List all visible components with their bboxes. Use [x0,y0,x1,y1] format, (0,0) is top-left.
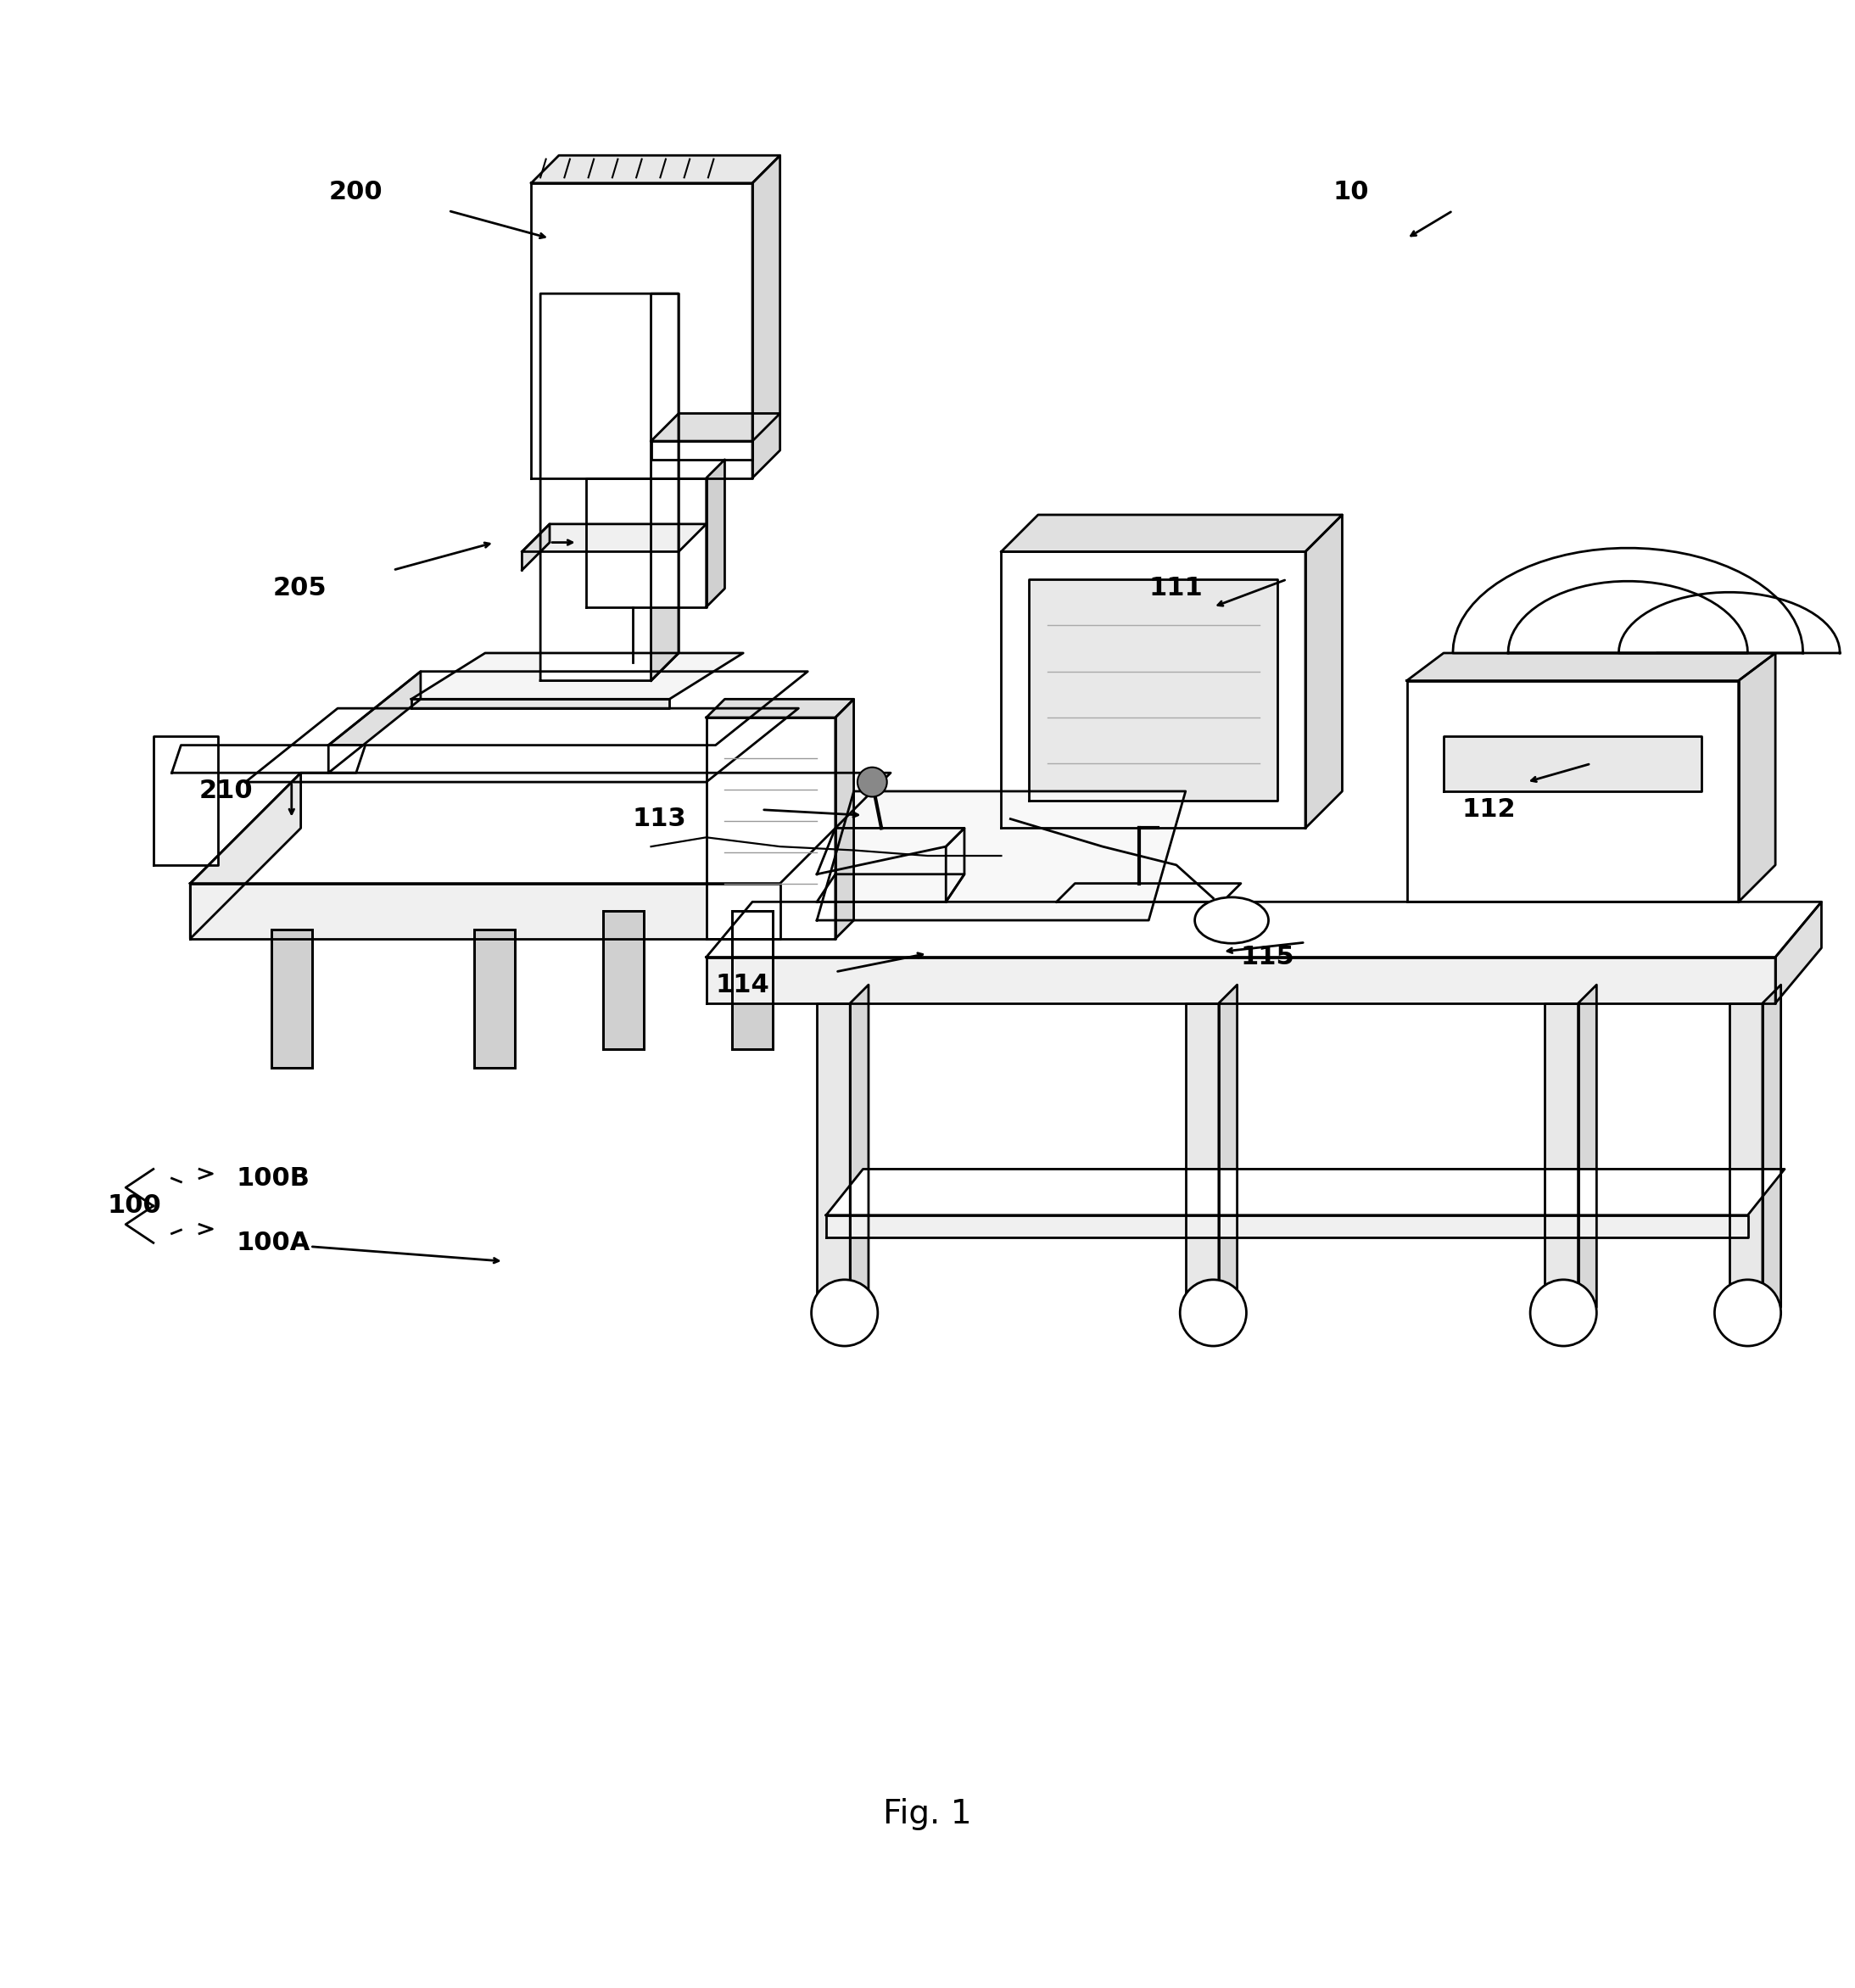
Polygon shape [1738,652,1775,903]
Polygon shape [531,183,753,477]
Polygon shape [753,155,781,477]
Polygon shape [816,875,965,903]
Text: 114: 114 [716,972,770,998]
Polygon shape [191,773,890,883]
Polygon shape [173,746,365,773]
Polygon shape [1406,680,1738,903]
Polygon shape [816,829,965,875]
Polygon shape [707,700,853,718]
Text: 100: 100 [108,1193,161,1219]
Circle shape [811,1280,877,1346]
Polygon shape [850,984,868,1326]
Polygon shape [825,1215,1747,1237]
Polygon shape [1306,515,1343,829]
Polygon shape [271,930,312,1068]
Ellipse shape [1195,897,1269,944]
Polygon shape [412,700,670,708]
Polygon shape [191,773,301,938]
Polygon shape [1619,592,1840,652]
Circle shape [1180,1280,1247,1346]
Polygon shape [328,672,807,746]
Circle shape [1530,1280,1597,1346]
Polygon shape [651,441,753,459]
Polygon shape [1443,736,1701,791]
Text: 113: 113 [633,807,686,831]
Polygon shape [154,736,217,865]
Text: 205: 205 [273,577,326,600]
Polygon shape [1185,1004,1219,1326]
Polygon shape [1452,549,1803,652]
Polygon shape [707,956,1775,1004]
Polygon shape [1579,984,1597,1326]
Polygon shape [328,672,421,773]
Polygon shape [586,477,707,606]
Polygon shape [816,1004,850,1326]
Text: 10: 10 [1334,181,1369,205]
Polygon shape [1545,1004,1579,1326]
Circle shape [1714,1280,1781,1346]
Text: 115: 115 [1241,944,1295,970]
Polygon shape [816,791,1185,920]
Polygon shape [946,829,965,903]
Polygon shape [707,718,835,938]
Polygon shape [540,294,679,680]
Text: 111: 111 [1148,577,1202,600]
Text: Fig. 1: Fig. 1 [883,1797,972,1831]
Polygon shape [1002,515,1343,551]
Polygon shape [603,911,644,1050]
Polygon shape [1030,579,1278,801]
Polygon shape [521,525,707,551]
Polygon shape [1775,903,1822,1004]
Polygon shape [1219,984,1237,1326]
Polygon shape [1057,883,1241,903]
Polygon shape [825,1169,1785,1215]
Polygon shape [651,294,679,680]
Polygon shape [1002,551,1306,829]
Text: 210: 210 [200,779,254,803]
Polygon shape [707,459,725,606]
Polygon shape [521,525,549,571]
Polygon shape [1406,652,1775,680]
Text: 100A: 100A [236,1231,310,1254]
Polygon shape [707,903,1822,956]
Text: 200: 200 [328,181,382,205]
Polygon shape [191,883,781,938]
Polygon shape [412,652,744,700]
Polygon shape [733,911,774,1050]
Text: 100B: 100B [236,1167,310,1191]
Polygon shape [1762,984,1781,1326]
Polygon shape [1729,1004,1762,1326]
Polygon shape [835,700,853,938]
Polygon shape [475,930,514,1068]
Polygon shape [651,414,781,441]
Polygon shape [531,155,781,183]
Polygon shape [245,708,798,781]
Text: 112: 112 [1462,797,1516,821]
Circle shape [857,767,887,797]
